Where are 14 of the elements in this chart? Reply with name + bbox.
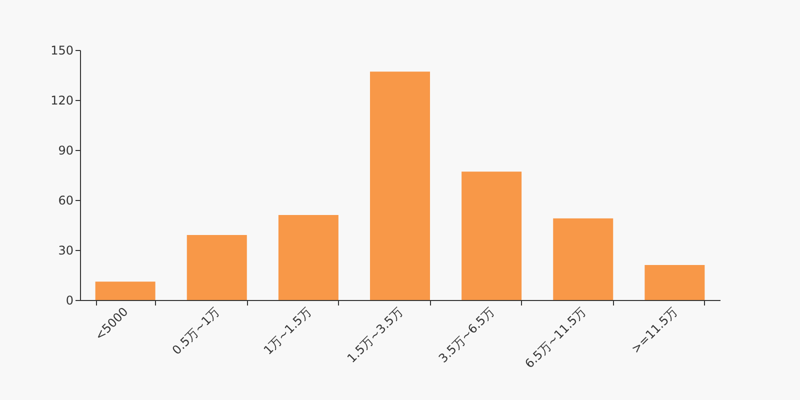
bar — [462, 172, 522, 300]
y-tick-label: 60 — [58, 194, 74, 208]
bar — [553, 218, 614, 300]
x-tick-label: 0.5万~1万 — [169, 304, 222, 358]
bar — [95, 282, 156, 300]
bar — [370, 72, 430, 300]
y-tick-label: 30 — [58, 244, 74, 258]
bar — [186, 235, 247, 300]
bar — [644, 265, 705, 300]
y-tick-label: 120 — [50, 94, 74, 108]
y-tick-label: 0 — [66, 294, 74, 308]
y-tick-label: 90 — [58, 144, 74, 158]
bar — [278, 215, 338, 300]
y-tick-label: 150 — [50, 44, 74, 58]
